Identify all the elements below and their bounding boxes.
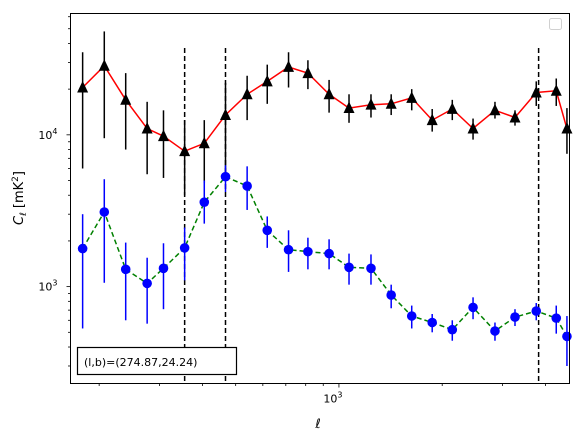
y-label-units-end: ] <box>12 171 27 176</box>
data-point-circle <box>344 262 354 273</box>
x-axis-label-group: ℓ <box>314 417 320 432</box>
data-point-triangle <box>426 113 438 126</box>
data-point-circle <box>551 313 562 323</box>
y-axis-label: Cℓ [mK2] <box>11 171 29 225</box>
plot-area <box>77 31 573 384</box>
data-point-triangle <box>179 144 191 157</box>
y-tick-exponent: 4 <box>52 127 57 136</box>
data-point-triangle <box>467 121 479 134</box>
x-axis-label: ℓ <box>314 417 320 432</box>
data-point-triangle <box>530 85 542 98</box>
data-point-circle <box>142 278 152 289</box>
annotation-box: (l,b)=(274.87,24.24) <box>76 346 238 376</box>
data-point-circle <box>99 207 110 217</box>
data-point-circle <box>262 225 273 236</box>
data-point-triangle <box>323 87 335 100</box>
data-point-triangle <box>77 80 89 93</box>
data-point-circle <box>468 302 478 313</box>
data-point-triangle <box>98 59 110 71</box>
data-point-triangle <box>406 91 418 103</box>
data-point-triangle <box>302 66 314 79</box>
data-point-circle <box>179 243 190 253</box>
data-point-triangle <box>241 87 253 100</box>
data-point-circle <box>386 290 396 300</box>
data-point-circle <box>303 246 313 257</box>
y-label-units: [mK <box>12 181 27 208</box>
y-axis-label-group: Cℓ [mK2] <box>11 171 29 225</box>
data-point-circle <box>220 171 231 182</box>
y-label-units-sup: 2 <box>11 176 21 182</box>
data-point-circle <box>427 317 437 328</box>
annotation-text: (l,b)=(274.87,24.24) <box>84 356 197 369</box>
data-point-triangle <box>120 93 132 105</box>
data-point-triangle <box>489 103 501 116</box>
data-point-circle <box>366 263 376 274</box>
data-point-triangle <box>261 74 273 87</box>
data-point-triangle <box>385 97 397 109</box>
data-point-circle <box>242 181 252 191</box>
data-point-circle <box>199 197 210 207</box>
data-point-circle <box>510 312 520 322</box>
data-point-circle <box>531 306 542 316</box>
y-label-sub: ℓ <box>19 212 29 217</box>
data-point-triangle <box>550 84 562 96</box>
data-point-circle <box>447 324 458 335</box>
y-tick-exponent: 3 <box>52 279 57 288</box>
data-point-circle <box>562 331 572 342</box>
data-point-circle <box>158 263 169 274</box>
data-point-circle <box>283 244 294 255</box>
data-point-triangle <box>198 136 210 149</box>
data-point-triangle <box>283 60 295 72</box>
data-point-triangle <box>365 98 377 110</box>
data-point-triangle <box>509 110 521 123</box>
data-point-triangle <box>141 121 153 134</box>
data-point-circle <box>324 248 334 259</box>
plot-frame <box>70 13 570 384</box>
data-point-circle <box>120 264 131 275</box>
data-point-triangle <box>157 129 169 142</box>
legend-box <box>549 18 562 30</box>
data-point-triangle <box>446 102 458 114</box>
x-tick-exponent: 3 <box>337 391 342 400</box>
data-point-triangle <box>343 101 355 114</box>
data-point-circle <box>77 243 88 254</box>
data-point-circle <box>406 311 417 321</box>
data-point-triangle <box>219 108 231 120</box>
data-point-circle <box>490 326 500 336</box>
y-label-main: C <box>12 215 27 225</box>
